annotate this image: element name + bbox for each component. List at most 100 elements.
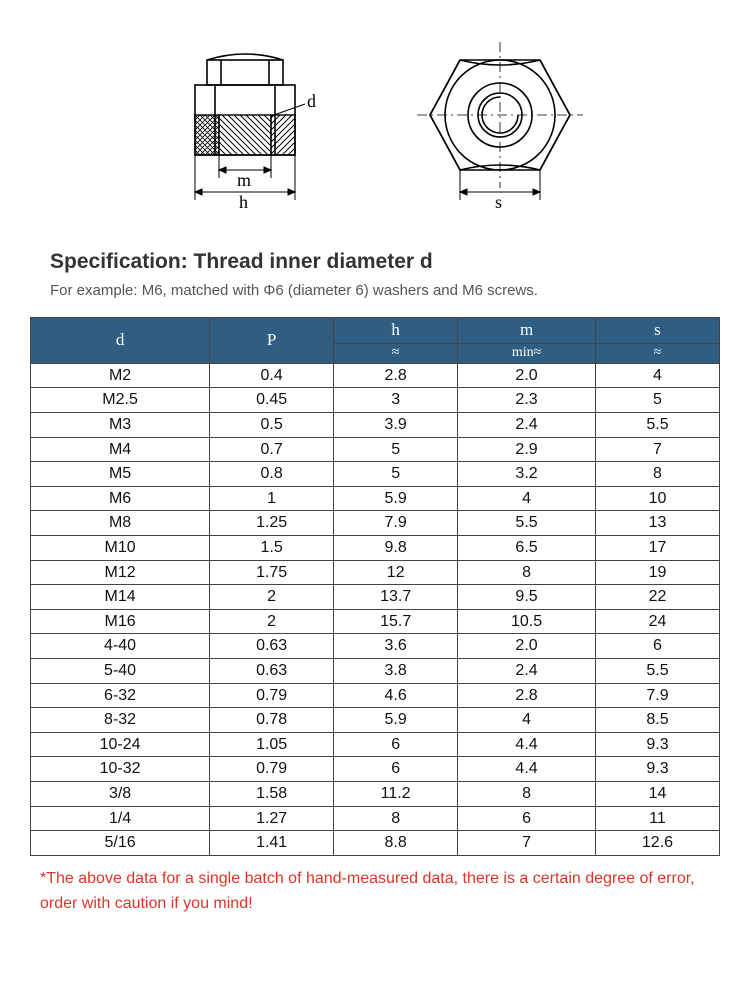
table-row: M81.257.95.513	[31, 511, 720, 536]
cell-d: 1/4	[31, 806, 210, 831]
cell-s: 14	[595, 781, 719, 806]
cell-h: 3	[334, 388, 458, 413]
cell-h: 3.8	[334, 658, 458, 683]
cell-P: 0.78	[210, 708, 334, 733]
table-row: M16215.710.524	[31, 609, 720, 634]
cell-s: 6	[595, 634, 719, 659]
footnote: *The above data for a single batch of ha…	[40, 866, 710, 917]
table-row: 1/41.278611	[31, 806, 720, 831]
cell-s: 11	[595, 806, 719, 831]
cell-d: M12	[31, 560, 210, 585]
cell-m: 2.0	[458, 363, 596, 388]
cell-s: 5	[595, 388, 719, 413]
cell-h: 5	[334, 437, 458, 462]
cell-d: 4-40	[31, 634, 210, 659]
spec-title: Specification: Thread inner diameter d	[50, 250, 700, 274]
cell-h: 3.9	[334, 413, 458, 438]
cell-d: M4	[31, 437, 210, 462]
cell-P: 0.8	[210, 462, 334, 487]
cell-P: 0.4	[210, 363, 334, 388]
cell-P: 1.41	[210, 831, 334, 856]
cell-h: 3.6	[334, 634, 458, 659]
cell-h: 12	[334, 560, 458, 585]
cell-d: M10	[31, 535, 210, 560]
col-d: d	[31, 318, 210, 364]
cell-h: 4.6	[334, 683, 458, 708]
cell-m: 8	[458, 781, 596, 806]
cell-d: 5-40	[31, 658, 210, 683]
table-row: 8-320.785.948.5	[31, 708, 720, 733]
cell-h: 5.9	[334, 708, 458, 733]
cell-P: 2	[210, 609, 334, 634]
table-row: 10-241.0564.49.3	[31, 732, 720, 757]
cell-P: 1.75	[210, 560, 334, 585]
diagram-label-s: s	[495, 192, 502, 212]
cell-s: 5.5	[595, 658, 719, 683]
cell-m: 2.3	[458, 388, 596, 413]
cell-m: 3.2	[458, 462, 596, 487]
cell-m: 5.5	[458, 511, 596, 536]
col-h: h	[334, 318, 458, 344]
cell-h: 13.7	[334, 585, 458, 610]
cell-m: 2.0	[458, 634, 596, 659]
spec-table-head: d P h m s ≈ min≈ ≈	[31, 318, 720, 364]
table-row: M101.59.86.517	[31, 535, 720, 560]
cell-h: 8.8	[334, 831, 458, 856]
diagram-side-view: d m h	[155, 30, 345, 220]
col-s-sub: ≈	[595, 343, 719, 363]
cell-d: 8-32	[31, 708, 210, 733]
col-m: m	[458, 318, 596, 344]
cell-d: 5/16	[31, 831, 210, 856]
table-row: 3/81.5811.2814	[31, 781, 720, 806]
table-row: M50.853.28	[31, 462, 720, 487]
cell-m: 7	[458, 831, 596, 856]
cell-h: 2.8	[334, 363, 458, 388]
cell-P: 0.7	[210, 437, 334, 462]
col-h-sub: ≈	[334, 343, 458, 363]
table-row: M121.7512819	[31, 560, 720, 585]
spec-heading-block: Specification: Thread inner diameter d F…	[50, 250, 700, 299]
cell-P: 1.27	[210, 806, 334, 831]
cell-s: 22	[595, 585, 719, 610]
cell-m: 2.4	[458, 413, 596, 438]
cell-m: 4.4	[458, 757, 596, 782]
table-row: M14213.79.522	[31, 585, 720, 610]
table-row: 5/161.418.8712.6	[31, 831, 720, 856]
cell-h: 9.8	[334, 535, 458, 560]
cell-d: M8	[31, 511, 210, 536]
cell-h: 6	[334, 757, 458, 782]
cell-s: 7	[595, 437, 719, 462]
table-row: 4-400.633.62.06	[31, 634, 720, 659]
cell-h: 8	[334, 806, 458, 831]
table-row: M2.50.4532.35	[31, 388, 720, 413]
cell-P: 1.25	[210, 511, 334, 536]
diagram-top-view: s	[405, 30, 595, 220]
cell-m: 4.4	[458, 732, 596, 757]
cell-P: 0.5	[210, 413, 334, 438]
cell-P: 0.79	[210, 683, 334, 708]
cell-s: 13	[595, 511, 719, 536]
cell-d: M3	[31, 413, 210, 438]
cell-P: 0.63	[210, 634, 334, 659]
cell-h: 5	[334, 462, 458, 487]
cell-d: M2	[31, 363, 210, 388]
cell-P: 1.05	[210, 732, 334, 757]
cell-d: M6	[31, 486, 210, 511]
cell-d: 3/8	[31, 781, 210, 806]
cell-s: 4	[595, 363, 719, 388]
cell-s: 8.5	[595, 708, 719, 733]
cell-P: 0.45	[210, 388, 334, 413]
cell-m: 2.8	[458, 683, 596, 708]
cell-m: 10.5	[458, 609, 596, 634]
cell-s: 5.5	[595, 413, 719, 438]
spec-table-body: M20.42.82.04M2.50.4532.35M30.53.92.45.5M…	[31, 363, 720, 855]
table-row: M20.42.82.04	[31, 363, 720, 388]
cell-m: 9.5	[458, 585, 596, 610]
technical-diagrams: d m h	[30, 30, 720, 220]
col-P: P	[210, 318, 334, 364]
table-row: 5-400.633.82.45.5	[31, 658, 720, 683]
cell-m: 2.4	[458, 658, 596, 683]
cell-h: 15.7	[334, 609, 458, 634]
cell-d: M2.5	[31, 388, 210, 413]
col-m-sub: min≈	[458, 343, 596, 363]
